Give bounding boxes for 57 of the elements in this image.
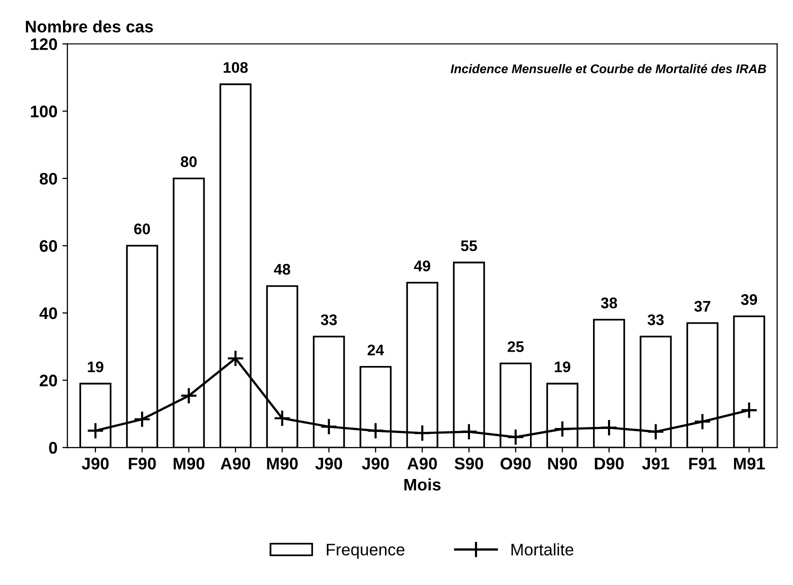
y-tick-label: 40 bbox=[39, 307, 57, 320]
point bbox=[506, 428, 524, 446]
x-tick-label: J90 bbox=[315, 458, 342, 470]
y-tick-label: 80 bbox=[40, 172, 57, 185]
y-axis-title: Nombre des cas bbox=[26, 20, 153, 33]
data-label: 33 bbox=[320, 314, 337, 326]
point bbox=[86, 422, 104, 440]
x-tick-label: A90 bbox=[407, 458, 437, 470]
x-tick-label: M91 bbox=[734, 458, 765, 470]
data-label: 19 bbox=[88, 361, 104, 372]
x-tick-label: A90 bbox=[220, 458, 250, 470]
point bbox=[274, 410, 291, 427]
point bbox=[414, 424, 431, 442]
text: Incidence Mensuelle et Courbe de Mortalité des IRAB bbox=[450, 64, 766, 74]
data-label: 33 bbox=[648, 314, 664, 326]
point bbox=[226, 350, 244, 368]
point bbox=[320, 418, 338, 436]
point bbox=[554, 420, 572, 438]
data-label: 49 bbox=[414, 260, 430, 272]
legend-label: Frequence bbox=[326, 544, 404, 559]
x-tick-label: J90 bbox=[362, 458, 389, 470]
x-tick-label: M90 bbox=[267, 458, 298, 470]
point bbox=[366, 422, 384, 440]
data-label: 24 bbox=[368, 344, 384, 356]
x-tick-label: S90 bbox=[454, 458, 484, 470]
data-label: 37 bbox=[694, 300, 710, 312]
point bbox=[133, 410, 151, 428]
x-tick-label: F90 bbox=[128, 458, 156, 470]
y-tick-label: 120 bbox=[30, 38, 57, 50]
point bbox=[460, 423, 478, 440]
point bbox=[647, 423, 664, 440]
data-label: 80 bbox=[180, 156, 197, 168]
data-label: 25 bbox=[508, 341, 524, 352]
data-label: 38 bbox=[600, 298, 618, 308]
x-tick-label: M90 bbox=[174, 458, 204, 470]
point bbox=[740, 402, 758, 419]
data-label: 60 bbox=[134, 224, 150, 234]
data-label: 55 bbox=[460, 240, 478, 252]
point bbox=[694, 412, 712, 430]
x-tick-label: O90 bbox=[500, 458, 531, 470]
y-tick-label: 60 bbox=[40, 240, 57, 252]
y-tick-label: 20 bbox=[40, 374, 57, 386]
y-tick-label: 0 bbox=[49, 442, 57, 454]
legend-label: Mortalite bbox=[512, 543, 574, 556]
data-label: 48 bbox=[274, 264, 290, 275]
x-axis-title: Mois bbox=[404, 478, 441, 491]
x-tick-label: F91 bbox=[689, 458, 716, 470]
point bbox=[180, 387, 198, 404]
data-label: 39 bbox=[740, 294, 758, 306]
x-tick-label: J90 bbox=[82, 458, 109, 470]
x-tick-label: D90 bbox=[594, 458, 624, 470]
y-tick-label: 100 bbox=[30, 106, 57, 118]
data-label: 108 bbox=[224, 62, 248, 73]
x-tick-label: J91 bbox=[642, 458, 670, 470]
x-tick-label: N90 bbox=[548, 458, 577, 470]
data-label: 19 bbox=[554, 361, 570, 372]
point bbox=[600, 418, 618, 436]
